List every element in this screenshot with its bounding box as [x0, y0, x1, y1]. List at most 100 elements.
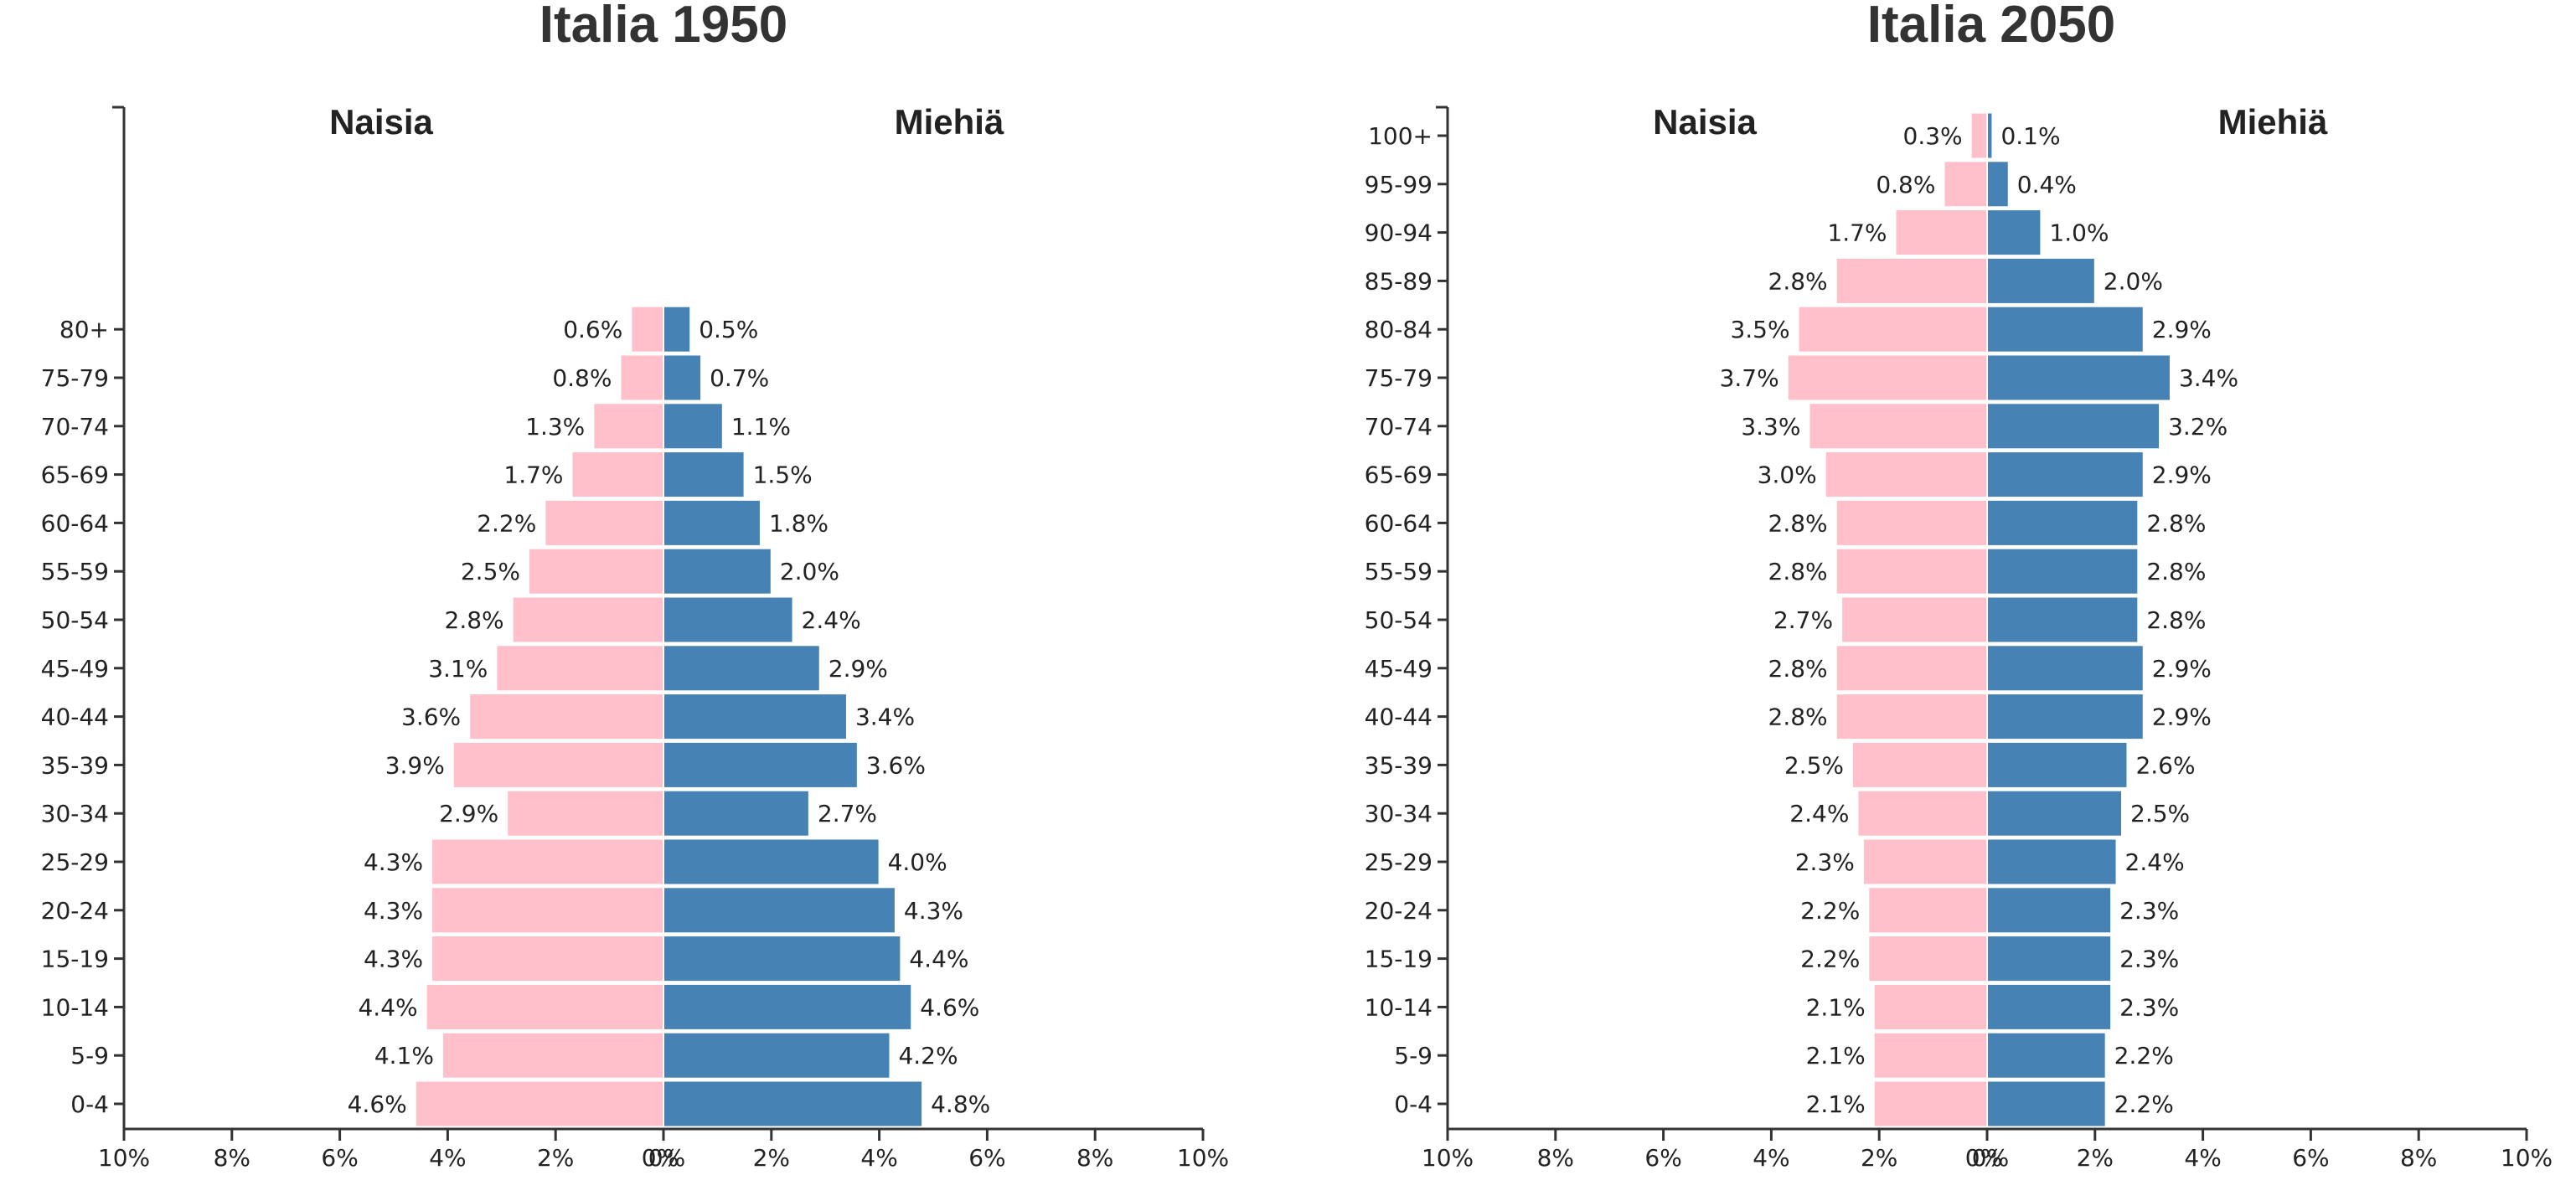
- male-bar: [1986, 256, 2096, 305]
- male-bar: [1986, 305, 2145, 353]
- male-bar: [1986, 595, 2140, 644]
- male-bar: [1986, 838, 2118, 886]
- male-value-label: 0.4%: [2017, 171, 2077, 198]
- female-bar: [570, 451, 665, 499]
- x-tick-label: 0%: [642, 1144, 679, 1172]
- female-bar: [1872, 1031, 1989, 1080]
- male-value-label: 2.8%: [2146, 558, 2206, 585]
- female-value-label: 4.1%: [374, 1042, 434, 1070]
- age-group-label: 0-4: [1394, 1090, 1433, 1118]
- age-group-label: 80-84: [1365, 316, 1433, 343]
- x-tick-label: 8%: [2400, 1144, 2437, 1172]
- female-value-label: 2.1%: [1806, 1090, 1866, 1118]
- x-tick-label: 4%: [2184, 1144, 2221, 1172]
- age-group-label: 45-49: [1365, 655, 1433, 683]
- female-bar: [1835, 256, 1988, 305]
- female-bar: [1835, 498, 1988, 547]
- male-value-label: 2.2%: [2114, 1090, 2174, 1118]
- male-bar: [1986, 693, 2145, 741]
- male-bar: [663, 402, 724, 451]
- age-group-label: 70-74: [1365, 413, 1433, 441]
- female-bar: [1840, 595, 1989, 644]
- x-tick-label: 2%: [1861, 1144, 1897, 1172]
- female-value-label: 2.2%: [1800, 897, 1860, 925]
- male-value-label: 2.8%: [2146, 606, 2206, 634]
- male-value-label: 2.0%: [2104, 267, 2163, 295]
- male-bar: [1986, 111, 1994, 160]
- female-bar: [414, 1080, 664, 1128]
- male-bar: [1986, 740, 2129, 789]
- female-bar: [1861, 838, 1988, 886]
- female-value-label: 1.3%: [525, 413, 585, 441]
- female-bar: [1797, 305, 1989, 353]
- male-bar: [1986, 160, 2010, 209]
- female-value-label: 2.5%: [1784, 751, 1844, 779]
- age-group-label: 65-69: [1365, 461, 1433, 489]
- female-value-label: 1.7%: [1827, 219, 1887, 247]
- female-value-label: 2.5%: [461, 558, 520, 585]
- pyramid-chart-1950: Italia 1950 Naisia Miehiä 10% 8% 6% 4% 2% 0%0% 2%…: [41, 0, 1229, 1172]
- female-bar: [1835, 644, 1988, 693]
- female-bar: [592, 402, 665, 451]
- female-value-label: 4.3%: [364, 897, 423, 925]
- female-value-label: 3.9%: [385, 751, 445, 779]
- female-bar: [1835, 693, 1988, 741]
- male-value-label: 2.0%: [780, 558, 839, 585]
- x-tick-label: 4%: [1753, 1144, 1789, 1172]
- left-side-label: Naisia: [329, 102, 433, 142]
- female-value-label: 4.3%: [364, 946, 423, 973]
- male-bar: [663, 353, 703, 402]
- male-value-label: 2.9%: [2152, 655, 2212, 683]
- male-value-label: 2.3%: [2119, 993, 2179, 1021]
- male-value-label: 0.1%: [2000, 122, 2060, 150]
- age-group-label: 95-99: [1365, 171, 1433, 198]
- male-value-label: 3.4%: [2179, 364, 2238, 392]
- x-tick-label: 10%: [1422, 1144, 1474, 1172]
- female-bar: [1943, 160, 1988, 209]
- age-group-label: 15-19: [1365, 946, 1433, 973]
- age-group-label: 55-59: [1365, 558, 1433, 585]
- female-value-label: 2.8%: [1768, 267, 1828, 295]
- male-bar: [663, 451, 746, 499]
- male-bar: [1986, 886, 2113, 935]
- female-bar: [506, 789, 664, 838]
- right-side-label: Miehiä: [895, 102, 1004, 142]
- male-bar: [1986, 1031, 2107, 1080]
- x-tick-label: 4%: [429, 1144, 466, 1172]
- male-bar: [663, 740, 859, 789]
- male-value-label: 1.8%: [769, 509, 829, 537]
- age-group-label: 100+: [1368, 122, 1433, 150]
- female-value-label: 3.5%: [1730, 316, 1789, 343]
- age-group-label: 30-34: [41, 800, 109, 827]
- male-value-label: 1.0%: [2049, 219, 2109, 247]
- age-group-label: 20-24: [1365, 897, 1433, 925]
- female-bar: [468, 693, 664, 741]
- female-value-label: 4.3%: [364, 848, 423, 876]
- pyramid-chart-2050: Italia 2050 Naisia Miehiä 10% 8% 6% 4% 2% 0%0% 2%…: [1365, 0, 2553, 1172]
- chart-title: Italia 1950: [539, 0, 787, 54]
- male-bar: [663, 886, 896, 935]
- male-bar: [1986, 982, 2113, 1031]
- male-value-label: 2.5%: [2130, 800, 2190, 827]
- female-value-label: 4.4%: [358, 993, 417, 1021]
- male-value-label: 0.5%: [699, 316, 758, 343]
- male-value-label: 2.9%: [2152, 461, 2212, 489]
- age-group-label: 5-9: [1394, 1042, 1433, 1070]
- male-value-label: 3.6%: [866, 751, 926, 779]
- x-tick-label: 8%: [1537, 1144, 1574, 1172]
- female-value-label: 2.2%: [1800, 946, 1860, 973]
- male-bar: [663, 838, 880, 886]
- x-tick-label: 6%: [1644, 1144, 1681, 1172]
- female-value-label: 2.2%: [477, 509, 536, 537]
- female-value-label: 0.8%: [1876, 171, 1935, 198]
- x-tick-label: 0%: [648, 1144, 685, 1172]
- male-value-label: 3.2%: [2168, 413, 2228, 441]
- male-bar: [663, 693, 848, 741]
- left-side-label: Naisia: [1653, 102, 1757, 142]
- male-value-label: 4.3%: [904, 897, 963, 925]
- age-group-label: 75-79: [41, 364, 109, 392]
- male-bar: [663, 935, 902, 983]
- age-group-label: 70-74: [41, 413, 109, 441]
- male-bar: [1986, 1080, 2107, 1128]
- female-value-label: 2.8%: [1768, 509, 1828, 537]
